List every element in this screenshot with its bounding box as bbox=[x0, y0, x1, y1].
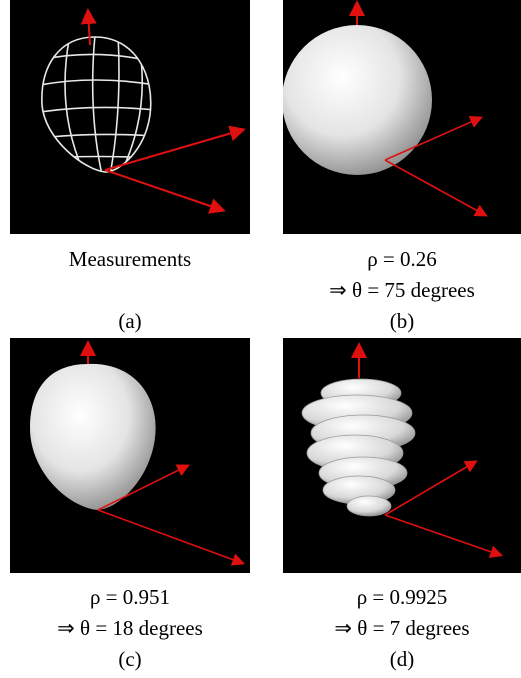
caption-line: ⇒ θ = 18 degrees bbox=[0, 613, 260, 644]
caption: Measurements (a) bbox=[0, 244, 260, 337]
caption-line: ρ = 0.951 bbox=[0, 582, 260, 613]
wireframe-image bbox=[10, 0, 250, 234]
caption: ρ = 0.951 ⇒ θ = 18 degrees (c) bbox=[0, 582, 260, 675]
apple-image bbox=[10, 338, 250, 573]
panel-label: (a) bbox=[0, 306, 260, 337]
caption-line: ρ = 0.26 bbox=[272, 244, 521, 275]
caption: ρ = 0.9925 ⇒ θ = 7 degrees (d) bbox=[272, 582, 521, 675]
sphere-image bbox=[283, 0, 521, 234]
panel-label: (b) bbox=[272, 306, 521, 337]
caption: ρ = 0.26 ⇒ θ = 75 degrees (b) bbox=[272, 244, 521, 337]
caption-line: ⇒ θ = 75 degrees bbox=[272, 275, 521, 306]
panel-label: (d) bbox=[272, 644, 521, 675]
caption-line: ⇒ θ = 7 degrees bbox=[272, 613, 521, 644]
caption-line: Measurements bbox=[0, 244, 260, 275]
page: {"panels": [ {"caption": ["Measurements"… bbox=[0, 0, 521, 678]
panel-label: (c) bbox=[0, 644, 260, 675]
ribbed-image bbox=[283, 338, 521, 573]
caption-line: ρ = 0.9925 bbox=[272, 582, 521, 613]
